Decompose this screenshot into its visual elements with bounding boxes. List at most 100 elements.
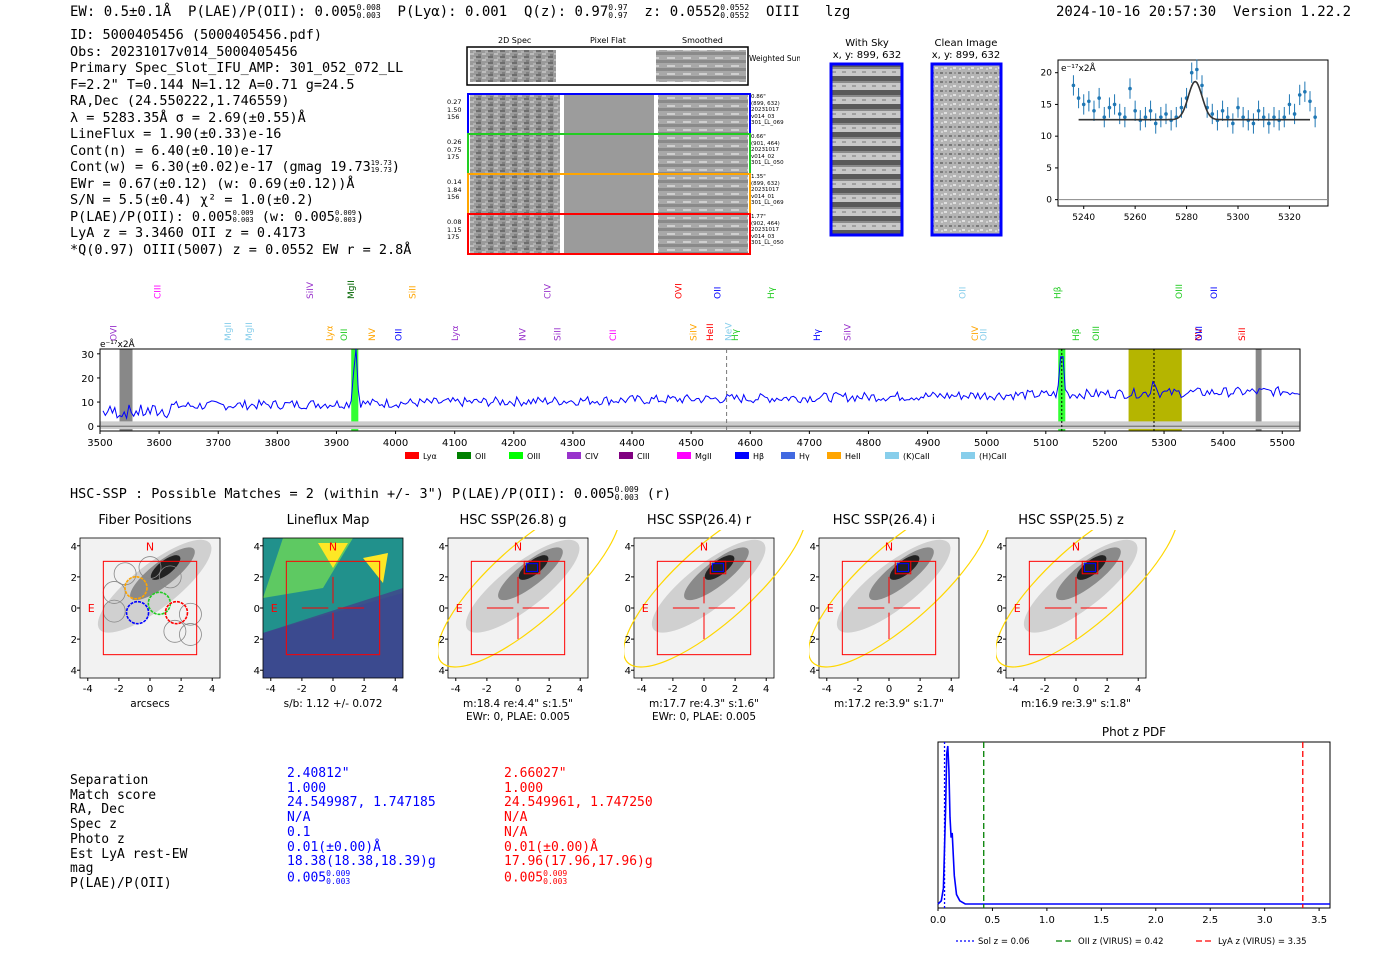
imaging-panel: HSC SSP(26.4) r N E -4 -4 -2 -2 0 0 2 2 4 4 m:17.7 re…: [624, 512, 804, 727]
x-tick-label: -2: [482, 684, 492, 695]
x-tick-label: 4500: [678, 438, 703, 449]
x-tick-label: 0: [515, 684, 521, 695]
data-point: [1210, 112, 1215, 116]
info-line: *Q(0.97) OIII(5007) z = 0.0552 EW r = 2.…: [70, 241, 412, 258]
data-point: [1189, 70, 1194, 75]
y-tick-label: 2: [71, 573, 77, 584]
legend-swatch: [781, 452, 795, 459]
x-tick-label: 5260: [1124, 213, 1147, 223]
imaging-panel: HSC SSP(25.5) z N E -4 -4 -2 -2 0 0 2 2 4 4 m:16.9 re…: [996, 512, 1176, 727]
data-point: [1261, 115, 1266, 119]
x-tick-label: 0.0: [930, 915, 946, 926]
legend-swatch: [619, 452, 633, 459]
legend-label: MgII: [695, 452, 712, 461]
x-tick-label: 3800: [265, 438, 290, 449]
fiber-circle: [158, 565, 182, 589]
x-tick-label: 4: [948, 684, 954, 695]
row1-left: 0.27 1.50 156: [447, 98, 462, 121]
y-tick-label: -4: [809, 666, 816, 677]
weighted-sum-smoothed: [656, 50, 746, 82]
panel-caption-2: EWr: 0, PLAE: 0.005: [651, 711, 757, 723]
match-box-blue: [897, 563, 909, 572]
panel-image: N E -4 -4 -2 -2 0 0 2 2 4 4: [70, 537, 221, 695]
search-box: [470, 560, 566, 656]
data-point: [1133, 108, 1137, 113]
data-point: [1297, 93, 1302, 97]
label-photo-z: Photo z: [70, 831, 125, 847]
line-marker-label: Hβ: [1054, 286, 1064, 299]
row2-right: 0.66" (901, 464) 20231017 v014_02 301_LL_050: [751, 134, 784, 167]
aperture-ellipse: [624, 530, 804, 668]
data-point: [1128, 86, 1132, 91]
legend-label: Lyα: [423, 452, 437, 461]
summary-header: EW: 0.5±0.1Å P(LAE)/P(OII): 0.0050.008 0.…: [70, 3, 851, 21]
data-point: [1313, 115, 1317, 119]
row3-right: 1.35" (899, 632) 20231017 v014_01 301_LL_069: [751, 174, 784, 207]
y-tick-label: 20: [1041, 69, 1053, 79]
lineflux-peak: [318, 543, 348, 568]
x-tick-label: 5240: [1072, 213, 1095, 223]
col-2d-spec: 2D Spec: [498, 36, 532, 45]
x-tick-label: -2: [668, 684, 678, 695]
match-box-blue: [1084, 563, 1096, 572]
y-tick-label: 0: [1046, 196, 1052, 206]
x-tick-label: 5400: [1210, 438, 1235, 449]
data-point: [1256, 108, 1261, 113]
north-label: N: [514, 540, 522, 553]
row1-right: 0.86" (899, 632) 20231017 v014_03 301_LL_069: [751, 94, 784, 127]
x-tick-label: 4000: [383, 438, 408, 449]
y-tick-label: -2: [624, 635, 631, 646]
line-marker-label: OII: [714, 287, 724, 299]
full-spectrum-chart: 3500 3600 3700 3800 3900 4000 4100 4200 4300 4400…: [81, 280, 1301, 461]
timestamp-version: 2024-10-16 20:57:30 Version 1.22.2: [1056, 4, 1351, 20]
z-value: z: 0.0552: [644, 4, 721, 20]
info-line: EWr = 0.67(±0.12) (w: 0.69(±0.12))Å: [70, 175, 355, 192]
m1-radec: 24.549987, 1.747185: [287, 795, 436, 811]
panel-image: N E -4 -4 -2 -2 0 0 2 2 4 4: [996, 530, 1176, 695]
panel-caption: s/b: 1.12 +/- 0.072: [283, 698, 383, 710]
data-point: [1081, 102, 1086, 107]
cutout-row-2: [467, 133, 751, 175]
x-tick-label: 4: [392, 684, 398, 695]
fiber-circle: [125, 600, 150, 625]
data-point: [1231, 121, 1235, 126]
x-tick-label: 5300: [1227, 213, 1250, 223]
match-col-2: 2.66027" 1.000 24.549961, 1.747250 N/A N…: [504, 766, 653, 886]
y-tick-label: 4: [810, 542, 816, 553]
col-smoothed: Smoothed: [682, 36, 723, 45]
m2-photoz: N/A: [504, 824, 528, 840]
x-tick-label: -4: [451, 684, 461, 695]
x-tick-label: 4200: [501, 438, 526, 449]
line-marker-label: OII: [394, 329, 404, 341]
info-line: F=2.2" T=0.144 N=1.12 A=0.71 g=24.5: [70, 76, 355, 93]
with-sky-title: With Sky x, y: 899, 632: [832, 38, 902, 61]
search-box: [841, 560, 937, 656]
fiber-circle: [124, 575, 148, 600]
data-point: [1179, 105, 1184, 110]
line-id: OIII: [766, 4, 800, 20]
x-tick-label: -2: [114, 684, 124, 695]
legend-swatch: [567, 452, 581, 459]
x-tick-label: 0.5: [984, 915, 1000, 926]
data-point: [1102, 115, 1107, 119]
zoom-line-fit-chart: 5240 5260 5280 5300 5320 0 5 10 15 20 e⁻¹⁷x2Å: [1041, 59, 1329, 223]
clean-image: [930, 62, 1003, 237]
line-marker-label: SiIV: [689, 323, 699, 341]
y-tick-label: -2: [253, 635, 260, 646]
masked-region: [119, 349, 133, 431]
legend-swatch: [735, 452, 749, 459]
data-point: [1200, 83, 1204, 88]
weighted-sum-2d: [470, 50, 556, 82]
legend-label: CIV: [585, 452, 599, 461]
panel-image: N E -4 -4 -2 -2 0 0 2 2 4 4: [809, 530, 989, 695]
chart-title: Phot z PDF: [1102, 725, 1166, 739]
row2-left: 0.26 0.75 175: [447, 138, 462, 161]
line-marker-label: Hγ: [767, 286, 777, 299]
row3-left: 0.14 1.84 156: [447, 178, 462, 201]
m2-score: 1.000: [504, 780, 544, 796]
line-marker-label: MgII: [245, 322, 255, 341]
y-tick-label: 4: [625, 542, 631, 553]
data-point: [1251, 121, 1256, 126]
info-line: Cont(n) = 6.40(±0.10)e-17: [70, 142, 274, 159]
y-tick-label: -4: [70, 666, 77, 677]
